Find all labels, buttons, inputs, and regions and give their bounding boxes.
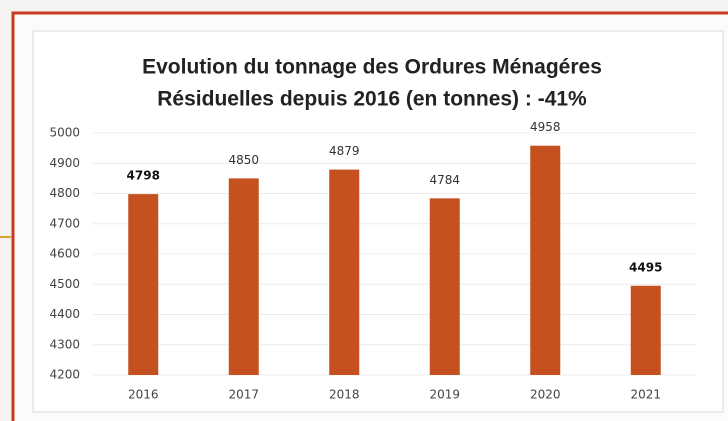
bar: [128, 194, 159, 375]
value-label: 4879: [329, 144, 360, 158]
x-tick-label: 2016: [128, 388, 159, 402]
bar: [429, 198, 460, 375]
x-tick-label: 2017: [228, 388, 259, 402]
y-tick-label: 4200: [49, 368, 80, 382]
value-label: 4958: [530, 120, 561, 134]
x-tick-label: 2020: [530, 388, 561, 402]
y-tick-label: 4500: [49, 277, 80, 291]
bar: [530, 145, 561, 375]
value-label: 4798: [127, 169, 160, 183]
value-label: 4495: [629, 260, 662, 274]
y-tick-label: 4900: [49, 156, 80, 170]
x-tick-label: 2021: [630, 388, 661, 402]
x-tick-label: 2018: [329, 388, 360, 402]
value-label: 4850: [228, 153, 259, 167]
bar: [228, 178, 259, 375]
x-tick-label: 2019: [429, 388, 460, 402]
y-tick-label: 4600: [49, 247, 80, 261]
y-tick-label: 4800: [49, 186, 80, 200]
y-tick-label: 4400: [49, 307, 80, 321]
bar: [630, 285, 661, 375]
y-tick-label: 4300: [49, 337, 80, 351]
chart-title: Résiduelles depuis 2016 (en tonnes) : -4…: [157, 88, 587, 111]
value-label: 4784: [429, 173, 460, 187]
chart-title: Evolution du tonnage des Ordures Ménagér…: [142, 56, 602, 79]
y-tick-label: 4700: [49, 216, 80, 230]
y-tick-label: 5000: [49, 126, 80, 140]
bar: [329, 169, 360, 375]
